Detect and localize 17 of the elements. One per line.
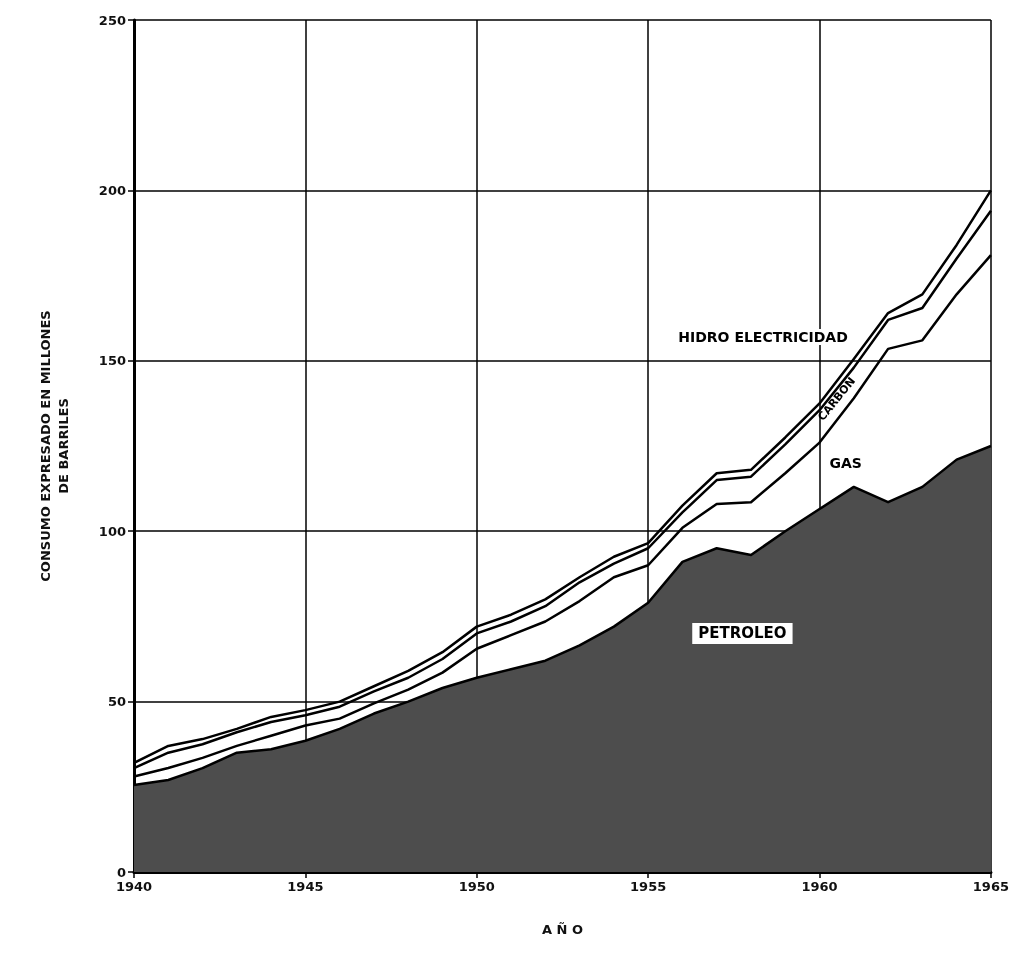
x-tick-label: 1940 [115, 879, 153, 894]
y-tick-label: 100 [98, 523, 126, 539]
series-label: HIDRO ELECTRICIDAD [678, 329, 848, 346]
x-axis-title: A Ñ O [541, 921, 583, 937]
y-tick-label: 0 [116, 864, 126, 880]
x-tick-label: 1960 [801, 879, 838, 894]
x-tick-label: 1955 [630, 879, 667, 894]
y-axis-title: CONSUMO EXPRESADO EN MILLONES DE BARRILES [37, 310, 71, 582]
x-tick-label: 1965 [972, 879, 1009, 894]
y-tick-label: 250 [98, 12, 126, 28]
x-tick-label: 1950 [458, 879, 495, 894]
x-tick-label: 1945 [287, 879, 324, 894]
y-tick-label: 150 [98, 353, 126, 369]
series-label: GAS [829, 454, 862, 471]
y-tick-label: 200 [98, 182, 126, 198]
series-label: PETROLEO [698, 624, 787, 643]
y-tick-label: 50 [107, 694, 126, 710]
